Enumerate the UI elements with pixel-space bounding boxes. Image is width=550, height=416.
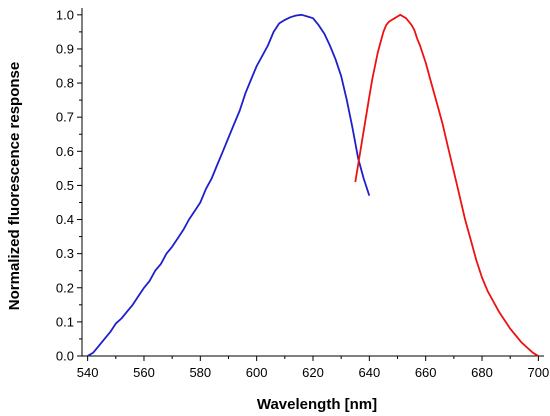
x-axis-title: Wavelength [nm] xyxy=(257,396,377,413)
plot-frame xyxy=(81,8,544,357)
x-tick-label: 560 xyxy=(133,365,155,380)
y-tick-label: 1.0 xyxy=(56,7,74,22)
series-line-2 xyxy=(354,13,539,357)
x-tick-label: 620 xyxy=(302,365,324,380)
y-tick-label: 0.9 xyxy=(56,41,74,56)
x-tick-label: 580 xyxy=(189,365,211,380)
x-tick-label: 680 xyxy=(471,365,493,380)
x-tick-label: 700 xyxy=(528,365,550,380)
y-tick-label: 0.6 xyxy=(56,144,74,159)
x-tick-label: 540 xyxy=(77,365,99,380)
y-tick-label: 0.8 xyxy=(56,76,74,91)
y-tick-label: 0.7 xyxy=(56,110,74,125)
x-tick-label: 640 xyxy=(358,365,380,380)
series-layer xyxy=(87,13,539,357)
y-axis-title: Normalized fluorescence response xyxy=(6,62,23,310)
y-axis-ticks: 0.0 0.1 0.2 0.3 0.4 0.5 0.6 0.7 0.8 0.9 1.0 xyxy=(56,7,82,364)
x-tick-label: 660 xyxy=(415,365,437,380)
y-tick-label: 0.2 xyxy=(56,280,74,295)
x-tick-label: 600 xyxy=(246,365,268,380)
y-tick-label: 0.0 xyxy=(56,349,74,364)
y-tick-label: 0.3 xyxy=(56,246,74,261)
y-tick-label: 0.4 xyxy=(56,212,74,227)
y-tick-label: 0.5 xyxy=(56,178,74,193)
y-tick-label: 0.1 xyxy=(56,314,74,329)
series-line-1 xyxy=(87,13,371,357)
x-axis-ticks: 540 560 580 600 620 640 660 680 700 xyxy=(77,356,549,380)
